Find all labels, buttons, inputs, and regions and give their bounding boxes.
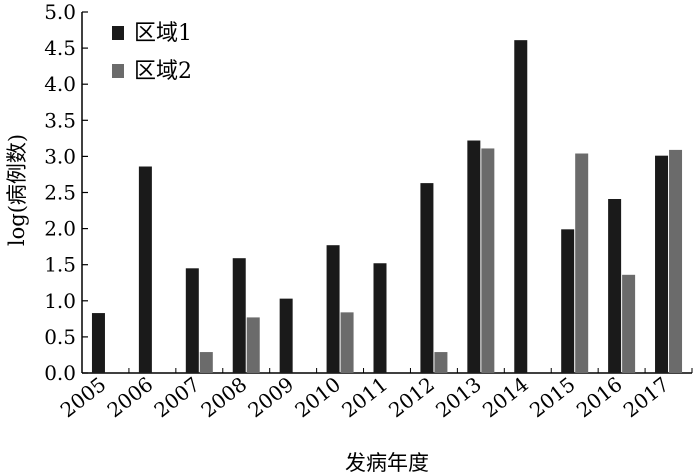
x-tick-label: 2009 (243, 372, 298, 422)
y-tick-label: 5.0 (44, 0, 76, 24)
x-tick-label: 2015 (525, 372, 580, 422)
bar-series-1-2015 (561, 229, 575, 373)
x-axis-title: 发病年度 (345, 451, 429, 475)
bar-series-1-2007 (185, 268, 199, 373)
x-tick-label: 2013 (431, 372, 486, 422)
bar-series-2-2015 (575, 153, 589, 373)
y-tick-label: 1.0 (44, 289, 76, 313)
x-tick-label: 2008 (196, 372, 251, 422)
y-tick-label: 3.5 (44, 108, 76, 132)
y-tick-label: 1.5 (44, 253, 76, 277)
y-tick-label: 3.0 (44, 144, 76, 168)
legend-swatch-series-2 (112, 64, 124, 78)
bar-series-2-2007 (199, 352, 213, 373)
bar-series-2-2013 (481, 148, 495, 373)
bar-series-1-2012 (420, 183, 434, 373)
bar-series-2-2017 (669, 149, 683, 373)
bar-series-1-2013 (467, 140, 481, 373)
bar-series-1-2017 (655, 155, 669, 373)
bar-series-1-2016 (608, 198, 622, 373)
bar-series-1-2014 (514, 40, 528, 374)
y-tick-label: 4.5 (44, 36, 76, 60)
y-tick-label: 0.0 (44, 361, 76, 385)
x-tick-label: 2010 (290, 372, 345, 422)
y-tick-label: 4.0 (44, 72, 76, 96)
y-tick-label: 0.5 (44, 325, 76, 349)
bar-series-1-2010 (326, 245, 340, 373)
x-tick-label: 2016 (572, 372, 627, 422)
y-tick-label: 2.0 (44, 217, 76, 241)
bar-series-2-2010 (340, 312, 354, 373)
bar-series-1-2005 (91, 313, 105, 373)
y-tick-label: 2.5 (44, 181, 76, 205)
legend: 区域1 区域2 (112, 21, 192, 84)
x-tick-label: 2017 (619, 372, 674, 422)
x-tick-label: 2007 (149, 372, 204, 422)
legend-label-series-2: 区域2 (134, 59, 192, 84)
x-tick-label: 2006 (103, 372, 158, 422)
x-tick-label: 2014 (478, 372, 533, 422)
y-axis-title: log(病例数) (5, 134, 29, 246)
x-tick-label: 2012 (384, 372, 439, 422)
bar-series-2-2016 (622, 274, 636, 373)
bar-series-1-2006 (138, 166, 152, 373)
bar-series-1-2009 (279, 298, 293, 373)
bar-series-1-2008 (232, 258, 246, 373)
legend-swatch-series-1 (112, 26, 124, 40)
legend-label-series-1: 区域1 (134, 21, 192, 46)
bar-series-2-2012 (434, 352, 448, 373)
bar-series-2-2008 (246, 317, 260, 373)
x-tick-label: 2011 (337, 372, 392, 422)
bar-series-1-2011 (373, 263, 387, 373)
